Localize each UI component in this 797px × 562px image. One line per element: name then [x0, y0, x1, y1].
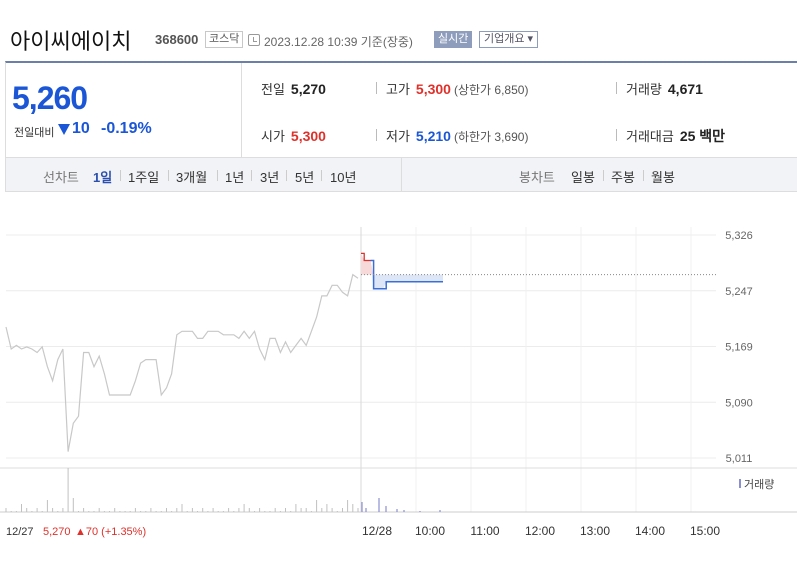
divider [616, 129, 617, 141]
low-label: 저가 [386, 129, 410, 144]
y-tick-label: 5,247 [725, 286, 753, 298]
company-overview-button[interactable]: 기업개요 ▾ [479, 31, 539, 48]
x-tick-label: 14:00 [635, 524, 665, 538]
lower-limit: (하한가 3,690) [453, 130, 529, 144]
open-label: 시가 [261, 129, 285, 144]
today-area-up [361, 253, 374, 275]
today-area [361, 253, 443, 289]
divider [603, 170, 604, 181]
stock-header: 아이씨에이치 368600 코스닥 2023.12.28 10:39 기준(장중… [0, 0, 797, 60]
volume-value: 4,671 [667, 81, 703, 97]
y-tick-label: 5,090 [725, 397, 753, 409]
today-line-up [361, 252, 371, 262]
amount-stat: 거래대금 25 백만 [626, 126, 725, 146]
y-tick-label: 5,326 [725, 230, 753, 242]
timestamp: 2023.12.28 10:39 기준(장중) [264, 35, 413, 49]
current-price-box: 5,260 전일대비 10 -0.19% [6, 63, 242, 158]
high-label: 고가 [386, 82, 410, 97]
chart-svg: 5,326 5,247 5,169 5,090 5,011 12/28 10:00 11:00… [0, 227, 797, 538]
clock-icon [248, 34, 260, 46]
divider [217, 170, 218, 181]
divider [376, 129, 377, 141]
high-value: 5,300 [415, 81, 451, 97]
divider [321, 170, 322, 181]
tab-3y[interactable]: 3년 [260, 170, 280, 185]
tab-monthly[interactable]: 월봉 [651, 170, 675, 185]
volume-stat: 거래량 4,671 [626, 79, 703, 98]
divider [643, 170, 644, 181]
open-stat: 시가 5,300 [261, 126, 326, 145]
prev-close-value: 5,270 [290, 81, 326, 97]
change-value: 10 [72, 120, 90, 137]
low-value: 5,210 [415, 128, 451, 144]
market-badge: 코스닥 [205, 31, 244, 48]
intraday-chart[interactable]: 5,326 5,247 5,169 5,090 5,011 12/28 10:00 11:00… [0, 192, 797, 557]
price-summary: 5,260 전일대비 10 -0.19% 전일 5,270 고가 5,300 (상한가… [5, 61, 797, 158]
open-value: 5,300 [290, 128, 326, 144]
x-tick-label: 15:00 [690, 524, 720, 538]
prev-day-price: 5,270 [43, 526, 71, 538]
prev-close-label: 전일 [261, 82, 285, 97]
tab-3m[interactable]: 3개월 [176, 170, 208, 185]
stock-name: 아이씨에이치 [10, 29, 132, 54]
prev-day-line [5, 273, 359, 452]
amount-label: 거래대금 [626, 129, 674, 144]
x-tick-label: 12/28 [362, 524, 392, 538]
stock-code: 368600 [155, 32, 199, 47]
realtime-button[interactable]: 실시간 [434, 31, 473, 48]
tab-1d[interactable]: 1일 [93, 170, 113, 185]
tab-1w[interactable]: 1주일 [128, 170, 160, 185]
divider [286, 170, 287, 181]
tab-daily[interactable]: 일봉 [571, 170, 595, 185]
x-tick-label: 13:00 [580, 524, 610, 538]
tab-5y[interactable]: 5년 [295, 170, 315, 185]
low-stat: 저가 5,210 (하한가 3,690) [386, 126, 528, 145]
candle-chart-label: 봉차트 [519, 170, 555, 185]
tab-weekly[interactable]: 주봉 [611, 170, 635, 185]
volume-legend-swatch [739, 479, 741, 488]
divider [251, 170, 252, 181]
high-stat: 고가 5,300 (상한가 6,850) [386, 79, 528, 98]
today-line-down [370, 259, 443, 290]
tab-10y[interactable]: 10년 [330, 170, 357, 185]
divider [401, 158, 402, 191]
change-label: 전일대비 [14, 127, 55, 139]
chart-tabs: 선차트 1일 1주일 3개월 1년 3년 5년 10년 봉차트 일봉 주봉 월봉 [5, 158, 797, 192]
prev-close-stat: 전일 5,270 [261, 79, 326, 98]
divider [376, 82, 377, 94]
upper-limit: (상한가 6,850) [453, 83, 529, 97]
divider [616, 82, 617, 94]
y-tick-label: 5,011 [726, 453, 753, 465]
y-tick-label: 5,169 [725, 342, 753, 354]
volume-legend-label: 거래량 [744, 478, 774, 491]
x-tick-label: 11:00 [470, 524, 499, 538]
prev-day-change: ▲70 (+1.35%) [75, 526, 146, 538]
tab-1y[interactable]: 1년 [225, 170, 245, 185]
volume-label: 거래량 [626, 82, 662, 97]
divider [120, 170, 121, 181]
amount-value: 25 백만 [679, 128, 726, 144]
x-tick-label: 12:00 [525, 524, 555, 538]
current-price: 5,260 [12, 80, 88, 116]
change-rate: -0.19% [101, 120, 152, 137]
down-arrow-icon [58, 124, 70, 135]
line-chart-label: 선차트 [43, 170, 79, 185]
divider [168, 170, 169, 181]
prev-day-date: 12/27 [6, 526, 34, 538]
x-tick-label: 10:00 [415, 524, 445, 538]
